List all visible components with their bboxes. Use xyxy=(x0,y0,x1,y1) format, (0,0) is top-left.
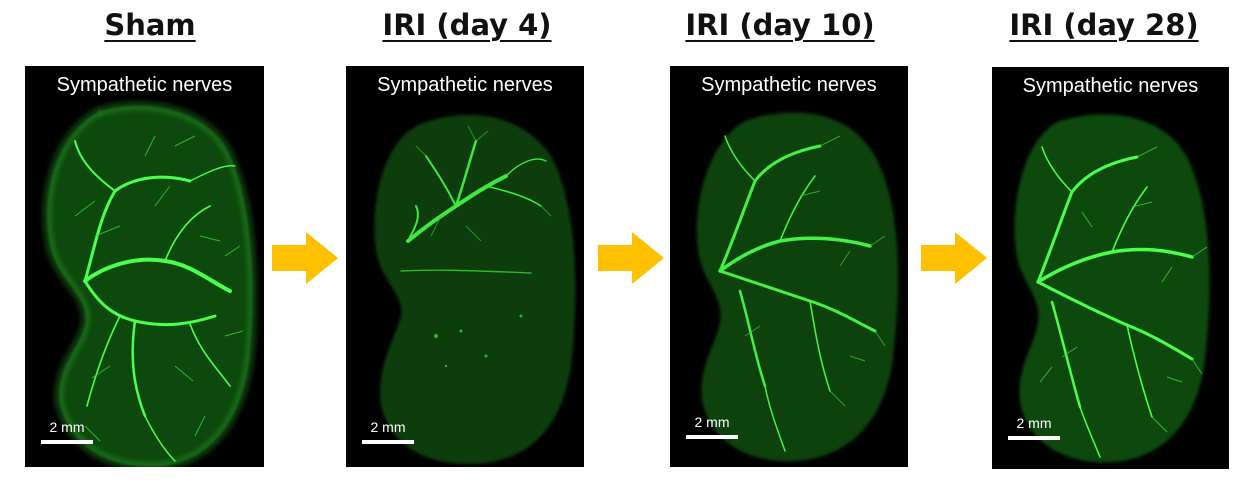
kidney-tissue xyxy=(374,114,576,465)
kidney-image-iri-day4 xyxy=(374,114,576,465)
right-arrow-icon xyxy=(272,232,338,284)
scale-bar-label: 2 mm xyxy=(694,414,730,430)
panel-label: Sympathetic nerves xyxy=(701,74,877,96)
scale-bar-label: 2 mm xyxy=(370,419,406,435)
panel-heading-iri-day28: IRI (day 28) xyxy=(1009,8,1199,42)
scale-bar-label: 2 mm xyxy=(49,419,85,435)
panel-heading-sham: Sham xyxy=(104,8,196,42)
scale-bar-line xyxy=(1008,436,1060,440)
scale-bar-line xyxy=(41,440,93,444)
micrograph-panel-iri-day28: Sympathetic nerves 2 mm xyxy=(992,67,1229,469)
panel-heading-iri-day4: IRI (day 4) xyxy=(382,8,552,42)
panel-label: Sympathetic nerves xyxy=(377,74,553,96)
fine-nerve-fibers xyxy=(74,135,244,442)
scale-bar-label: 2 mm xyxy=(1016,415,1052,431)
scale-bar: 2 mm xyxy=(686,414,738,444)
kidney-tissue xyxy=(696,112,899,462)
scale-bar-line xyxy=(686,435,738,439)
fine-nerve-fibers xyxy=(744,135,886,407)
scale-bar: 2 mm xyxy=(1008,415,1060,445)
debris-dots xyxy=(434,314,523,368)
scale-bar: 2 mm xyxy=(41,419,93,449)
fine-nerve-fibers xyxy=(415,125,552,242)
kidney-tissue xyxy=(46,105,253,467)
right-arrow-icon xyxy=(598,232,664,284)
nerve-branches xyxy=(400,139,547,274)
kidney-image-sham xyxy=(41,100,258,467)
kidney-tissue xyxy=(1014,114,1210,463)
panel-label: Sympathetic nerves xyxy=(56,74,233,96)
scale-bar-line xyxy=(362,440,414,444)
panel-heading-iri-day10: IRI (day 10) xyxy=(685,8,875,42)
fine-nerve-fibers xyxy=(1039,146,1208,433)
scale-bar: 2 mm xyxy=(362,419,414,449)
nerve-branches xyxy=(718,135,877,452)
micrograph-panel-iri-day4: Sympathetic nerves 2 mm xyxy=(346,66,584,467)
micrograph-panel-sham: Sympathetic nerves 2 mm xyxy=(25,66,264,467)
panel-label: Sympathetic nerves xyxy=(1022,75,1199,97)
micrograph-panel-iri-day10: Sympathetic nerves 2 mm xyxy=(670,66,908,467)
kidney-image-iri-day10 xyxy=(696,112,899,462)
kidney-image-iri-day28 xyxy=(1014,114,1210,463)
nerve-branches xyxy=(1036,146,1194,458)
right-arrow-icon xyxy=(921,232,987,284)
nerve-branches xyxy=(74,140,236,462)
